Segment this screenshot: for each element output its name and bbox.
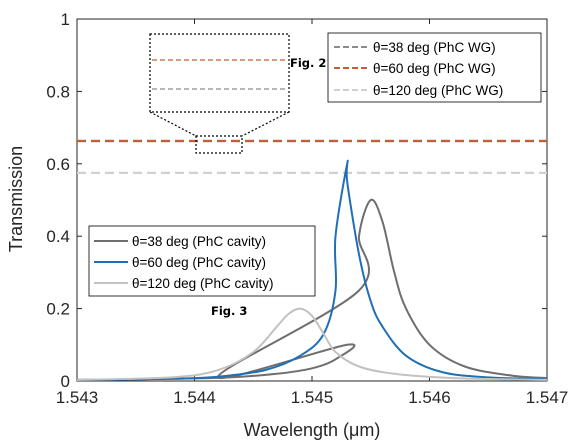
series-cavity-38 [76,198,548,381]
inset-zoom-schematic: Fig. 2 [149,33,326,154]
inset-connector-right [241,111,290,137]
fig3-label: Fig. 3 [211,304,247,318]
series-cavity-120 [76,307,548,381]
x-tick-label: 1.547 [526,388,569,407]
y-tick-label: 0 [61,372,70,391]
y-tick-label: 1 [61,10,70,29]
x-tick-label: 1.544 [173,388,216,407]
inset-box [149,33,290,113]
legend-cavity-label-60: θ=60 deg (PhC cavity) [132,255,266,270]
y-tick-label: 0.8 [46,82,70,101]
x-tick-label: 1.546 [408,388,451,407]
y-tick-label: 0.4 [46,227,70,246]
legend-wg-label-38: θ=38 deg (PhC WG) [373,40,496,55]
axes: 1.543 1.544 1.545 1.546 1.547 0 0.2 0.4 0.6 0.8 1 [46,10,568,407]
x-tick-label: 1.543 [56,388,99,407]
fig2-label: Fig. 2 [290,56,326,70]
series-layer [76,139,548,381]
y-axis-label: Transmission [6,146,26,252]
legend-cavity-label-120: θ=120 deg (PhC cavity) [132,276,273,291]
y-tick-label: 0.6 [46,155,70,174]
legend-wg-label-120: θ=120 deg (PhC WG) [373,83,503,98]
series-cavity-60 [76,159,548,381]
inset-zoom-region [195,135,243,154]
legend-cavity: θ=38 deg (PhC cavity) θ=60 deg (PhC cavi… [88,225,316,297]
y-tick-label: 0.2 [46,300,70,319]
x-tick-label: 1.545 [291,388,334,407]
legend-wg: θ=38 deg (PhC WG) θ=60 deg (PhC WG) θ=12… [327,32,542,103]
inset-connector-left [149,111,197,137]
legend-wg-label-60: θ=60 deg (PhC WG) [373,61,496,76]
legend-cavity-label-38: θ=38 deg (PhC cavity) [132,234,266,249]
x-axis-label: Wavelength (μm) [244,420,381,440]
